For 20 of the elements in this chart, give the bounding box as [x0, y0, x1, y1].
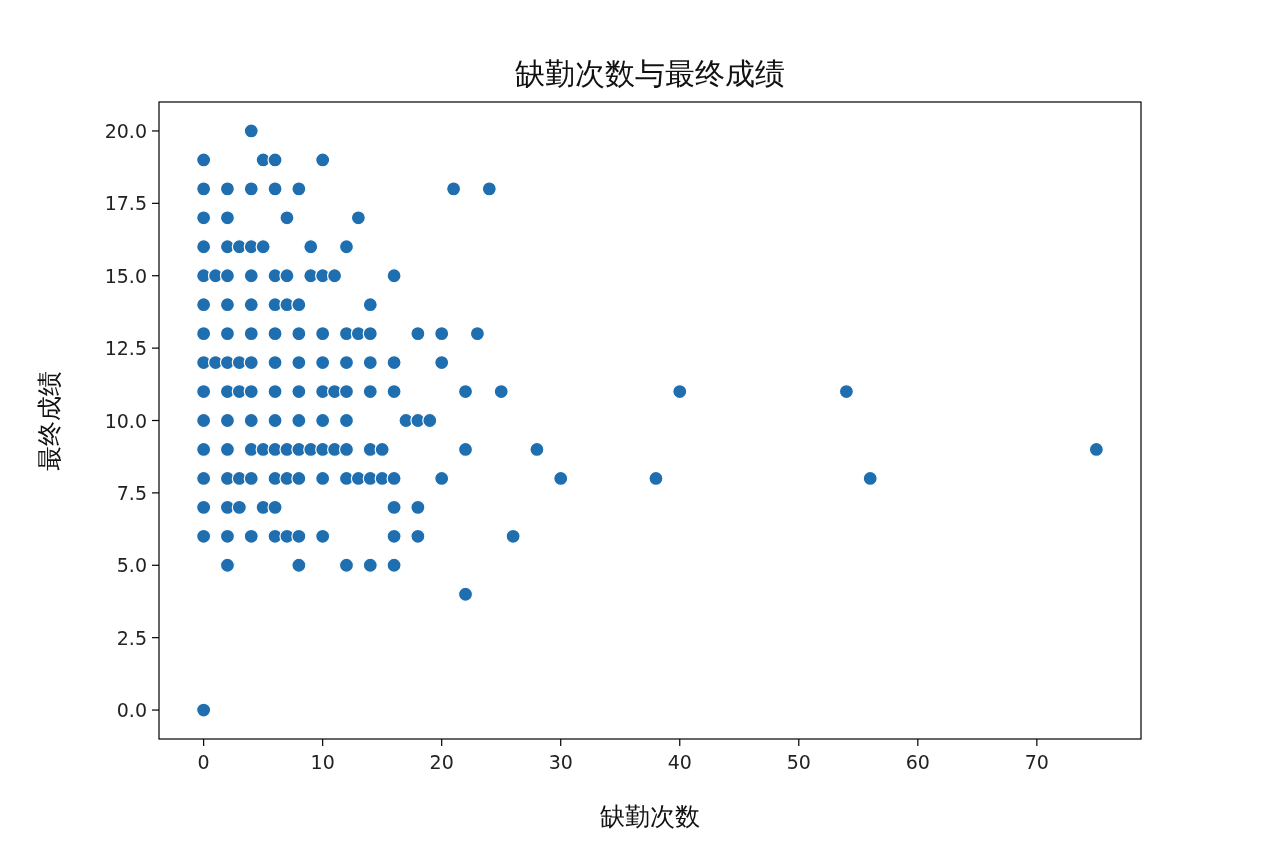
y-tick-label: 0.0 [116, 699, 147, 722]
x-tick-label: 60 [905, 751, 930, 773]
x-tick-label: 30 [548, 751, 573, 773]
y-tick-label: 15.0 [104, 264, 147, 287]
chart-title: 缺勤次数与最终成绩 [515, 56, 785, 91]
x-tick-label: 20 [429, 751, 454, 773]
y-tick-label: 5.0 [116, 554, 147, 577]
y-tick-label: 2.5 [116, 626, 147, 649]
x-tick-label: 10 [310, 751, 335, 773]
y-tick-label: 17.5 [104, 192, 147, 215]
y-tick-label: 12.5 [104, 337, 147, 360]
y-tick-label: 10.0 [104, 409, 147, 432]
y-tick-label: 20.0 [104, 119, 147, 142]
x-axis-title: 缺勤次数 [600, 802, 700, 831]
x-tick-label: 0 [197, 751, 210, 773]
y-tick-label: 7.5 [116, 481, 147, 504]
y-axis-title: 最终成绩 [35, 370, 64, 471]
x-tick-label: 50 [786, 751, 811, 773]
x-tick-label: 40 [667, 751, 692, 773]
x-tick-label: 70 [1024, 751, 1049, 773]
